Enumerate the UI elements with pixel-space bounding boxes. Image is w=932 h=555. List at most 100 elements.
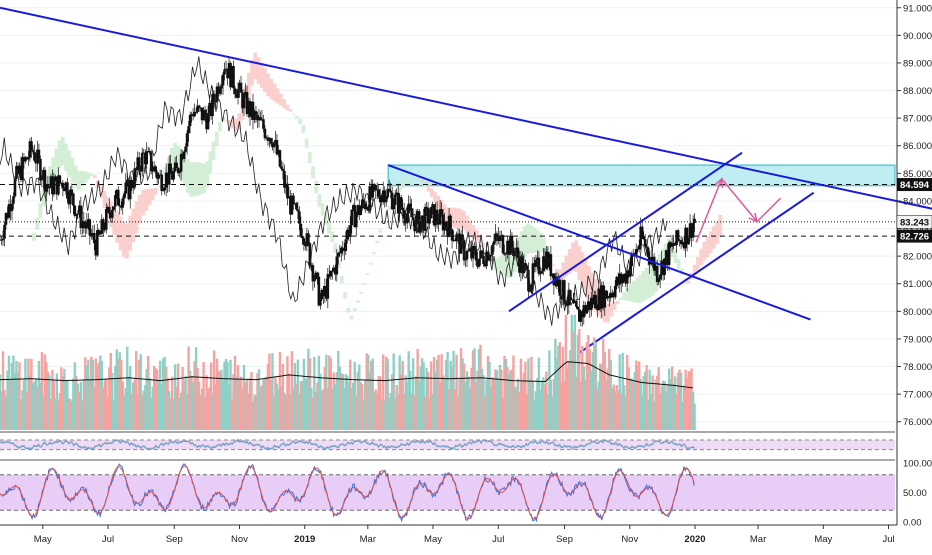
ichimoku-cloud-segment (477, 235, 482, 244)
volume-bar (491, 377, 494, 430)
price-tick-label: 89.000 (903, 58, 932, 69)
candle-body (425, 206, 428, 208)
candle-body (666, 250, 669, 265)
candle-body (500, 235, 503, 237)
ichimoku-cloud-segment (269, 78, 274, 100)
volume-bar (561, 346, 565, 430)
volume-bar (37, 360, 41, 430)
price-tick-label: 82.000 (903, 252, 932, 263)
candle-body (179, 153, 183, 172)
ichimoku-cloud-segment (580, 252, 585, 288)
candle-body (19, 165, 23, 180)
candle-body (396, 192, 400, 214)
volume-bar (211, 393, 214, 430)
candle-body (374, 185, 378, 191)
candle-body (353, 205, 357, 228)
candle-body (178, 171, 181, 173)
volume-bar (422, 362, 425, 430)
candle-body (307, 233, 310, 244)
ichimoku-cloud-segment (705, 236, 710, 258)
volume-bar (515, 387, 518, 430)
candle-body (211, 94, 214, 117)
projection-path[interactable] (695, 177, 782, 243)
volume-bar (346, 375, 349, 430)
candle-body (248, 100, 252, 117)
resistance-zone[interactable] (387, 164, 896, 187)
ichimoku-cloud-segment (468, 220, 473, 237)
ichimoku-cloud-segment (301, 125, 306, 133)
candle-body (317, 276, 321, 306)
candle-body (586, 301, 590, 308)
trendline[interactable] (387, 164, 811, 321)
candle-body (572, 299, 575, 304)
candle-body (40, 179, 44, 181)
trendline[interactable] (0, 6, 932, 211)
oscillator-1-band (0, 440, 895, 450)
volume-bar (132, 382, 135, 430)
volume-bar (283, 392, 286, 430)
volume-bar (482, 375, 485, 430)
ichimoku-cloud-segment (657, 254, 662, 285)
price-tick-label: 79.000 (903, 334, 932, 345)
volume-bar (329, 358, 333, 430)
ichimoku-cloud-segment (115, 211, 120, 243)
volume-bar (19, 398, 23, 430)
candle-body (510, 235, 514, 248)
candle-body (603, 290, 607, 308)
volume-bar (230, 398, 234, 430)
volume-bar (138, 359, 141, 430)
candle-body (551, 273, 554, 277)
candle-body (254, 111, 258, 115)
candle-body (375, 189, 379, 191)
volume-bar (666, 384, 669, 430)
candle-body (113, 195, 117, 207)
volume-bar (536, 378, 539, 430)
volume-bar (331, 388, 334, 430)
volume-bar (39, 382, 42, 430)
volume-bar (581, 345, 584, 430)
trendline[interactable] (578, 191, 815, 354)
volume-bar (293, 362, 297, 430)
candle-body (637, 245, 641, 250)
candle-body (25, 157, 29, 160)
volume-bar (594, 341, 597, 430)
volume-bar (36, 386, 39, 430)
candle-body (63, 188, 66, 192)
trendline[interactable] (508, 151, 743, 313)
volume-bar (506, 367, 509, 430)
candle-body (191, 114, 195, 117)
volume-bar (229, 359, 232, 430)
candle-body (18, 165, 21, 175)
ichimoku-cloud-segment (279, 93, 283, 106)
candle-body (319, 299, 322, 306)
volume-bar (492, 379, 496, 430)
volume-bar (45, 362, 48, 430)
candle-body (280, 166, 283, 169)
candle-body (45, 184, 48, 192)
ichimoku-cloud-segment (320, 203, 325, 216)
volume-bar (120, 359, 123, 430)
candle-body (516, 247, 520, 259)
candle-body (507, 240, 511, 255)
candle-body (295, 203, 298, 210)
volume-bar (76, 383, 80, 430)
ichimoku-cloud-segment (144, 189, 149, 211)
volume-bar (588, 349, 591, 430)
candle-body (314, 272, 318, 280)
candle-body (678, 240, 681, 242)
volume-bar (396, 394, 400, 430)
candle-body (39, 158, 42, 181)
candle-body (453, 239, 457, 242)
ichimoku-cloud-segment (445, 207, 450, 226)
price-tick-label: 88.000 (903, 86, 932, 97)
volume-bar (389, 393, 392, 430)
candle-body (6, 213, 9, 218)
candle-body (296, 209, 300, 212)
volume-bar (296, 359, 300, 430)
ichimoku-cloud-segment (718, 215, 723, 237)
candle-body (245, 92, 249, 115)
time-tick-label: Mar (360, 534, 376, 545)
ichimoku-cloud-segment (458, 208, 463, 229)
candle-body (410, 208, 413, 218)
